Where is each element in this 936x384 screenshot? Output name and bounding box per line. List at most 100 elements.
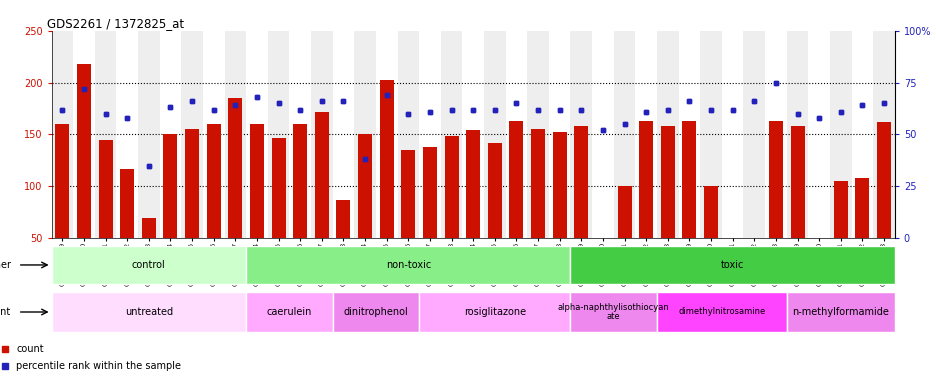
Bar (790, 126, 804, 290)
Text: n-methylformamide: n-methylformamide (792, 307, 888, 317)
Bar (768, 121, 782, 290)
Bar (336, 200, 350, 290)
Bar (336, 200, 350, 290)
Bar (855, 178, 869, 290)
Bar (268, 31, 289, 238)
Text: other: other (0, 260, 11, 270)
Bar (681, 121, 695, 290)
Bar (225, 31, 246, 238)
Bar (184, 129, 198, 290)
Bar (851, 31, 872, 238)
Bar (681, 121, 695, 290)
Text: toxic: toxic (720, 260, 743, 270)
Bar (51, 31, 73, 238)
Bar (461, 31, 484, 238)
Bar (638, 121, 652, 290)
Bar (246, 31, 268, 238)
Bar (271, 137, 285, 290)
Bar (656, 292, 786, 332)
Bar (876, 122, 890, 290)
Bar (184, 129, 198, 290)
Bar (876, 122, 890, 290)
Bar (746, 244, 760, 290)
Bar (488, 143, 502, 290)
Bar (527, 31, 548, 238)
Bar (660, 126, 674, 290)
Bar (768, 121, 782, 290)
Text: control: control (132, 260, 166, 270)
Bar (358, 134, 372, 290)
Bar (379, 81, 393, 290)
Bar (293, 124, 307, 290)
Bar (595, 267, 609, 290)
Bar (678, 31, 699, 238)
Bar (703, 186, 717, 290)
Bar (181, 31, 203, 238)
Bar (379, 81, 393, 290)
Bar (552, 132, 566, 290)
Bar (786, 292, 894, 332)
Text: non-toxic: non-toxic (386, 260, 431, 270)
Text: caerulein: caerulein (267, 307, 312, 317)
Bar (465, 130, 479, 290)
Bar (250, 124, 264, 290)
Bar (228, 98, 242, 290)
Bar (163, 134, 177, 290)
Bar (422, 147, 436, 290)
Bar (812, 247, 826, 290)
Bar (314, 112, 329, 290)
Bar (207, 124, 221, 290)
Bar (250, 124, 264, 290)
Bar (742, 31, 765, 238)
Bar (808, 31, 829, 238)
Bar (592, 31, 613, 238)
Bar (314, 112, 329, 290)
Bar (721, 31, 742, 238)
Bar (55, 124, 69, 290)
Bar (354, 31, 375, 238)
Bar (548, 31, 570, 238)
Bar (812, 247, 826, 290)
Bar (293, 124, 307, 290)
Bar (418, 292, 570, 332)
Bar (440, 31, 461, 238)
Bar (724, 238, 739, 290)
Bar (656, 31, 678, 238)
Bar (120, 169, 134, 290)
Bar (444, 136, 458, 290)
Bar (418, 31, 440, 238)
Bar (617, 186, 631, 290)
Bar (574, 126, 588, 290)
Bar (444, 136, 458, 290)
Bar (77, 64, 91, 290)
Bar (872, 31, 894, 238)
Bar (55, 124, 69, 290)
Bar (98, 139, 112, 290)
Text: rosiglitazone: rosiglitazone (463, 307, 525, 317)
Bar (207, 124, 221, 290)
Bar (724, 238, 739, 290)
Text: dimethylnitrosamine: dimethylnitrosamine (678, 308, 765, 316)
Bar (138, 31, 159, 238)
Bar (509, 121, 523, 290)
Bar (98, 139, 112, 290)
Bar (51, 292, 246, 332)
Text: agent: agent (0, 307, 11, 317)
Bar (120, 169, 134, 290)
Bar (228, 98, 242, 290)
Bar (488, 143, 502, 290)
Text: GDS2261 / 1372825_at: GDS2261 / 1372825_at (47, 17, 184, 30)
Bar (786, 31, 808, 238)
Bar (552, 132, 566, 290)
Bar (77, 64, 91, 290)
Bar (375, 31, 397, 238)
Bar (570, 31, 592, 238)
Text: count: count (17, 344, 44, 354)
Bar (116, 31, 138, 238)
Bar (660, 126, 674, 290)
Bar (790, 126, 804, 290)
Text: dinitrophenol: dinitrophenol (344, 307, 408, 317)
Bar (531, 129, 545, 290)
Bar (159, 31, 181, 238)
Bar (51, 246, 246, 284)
